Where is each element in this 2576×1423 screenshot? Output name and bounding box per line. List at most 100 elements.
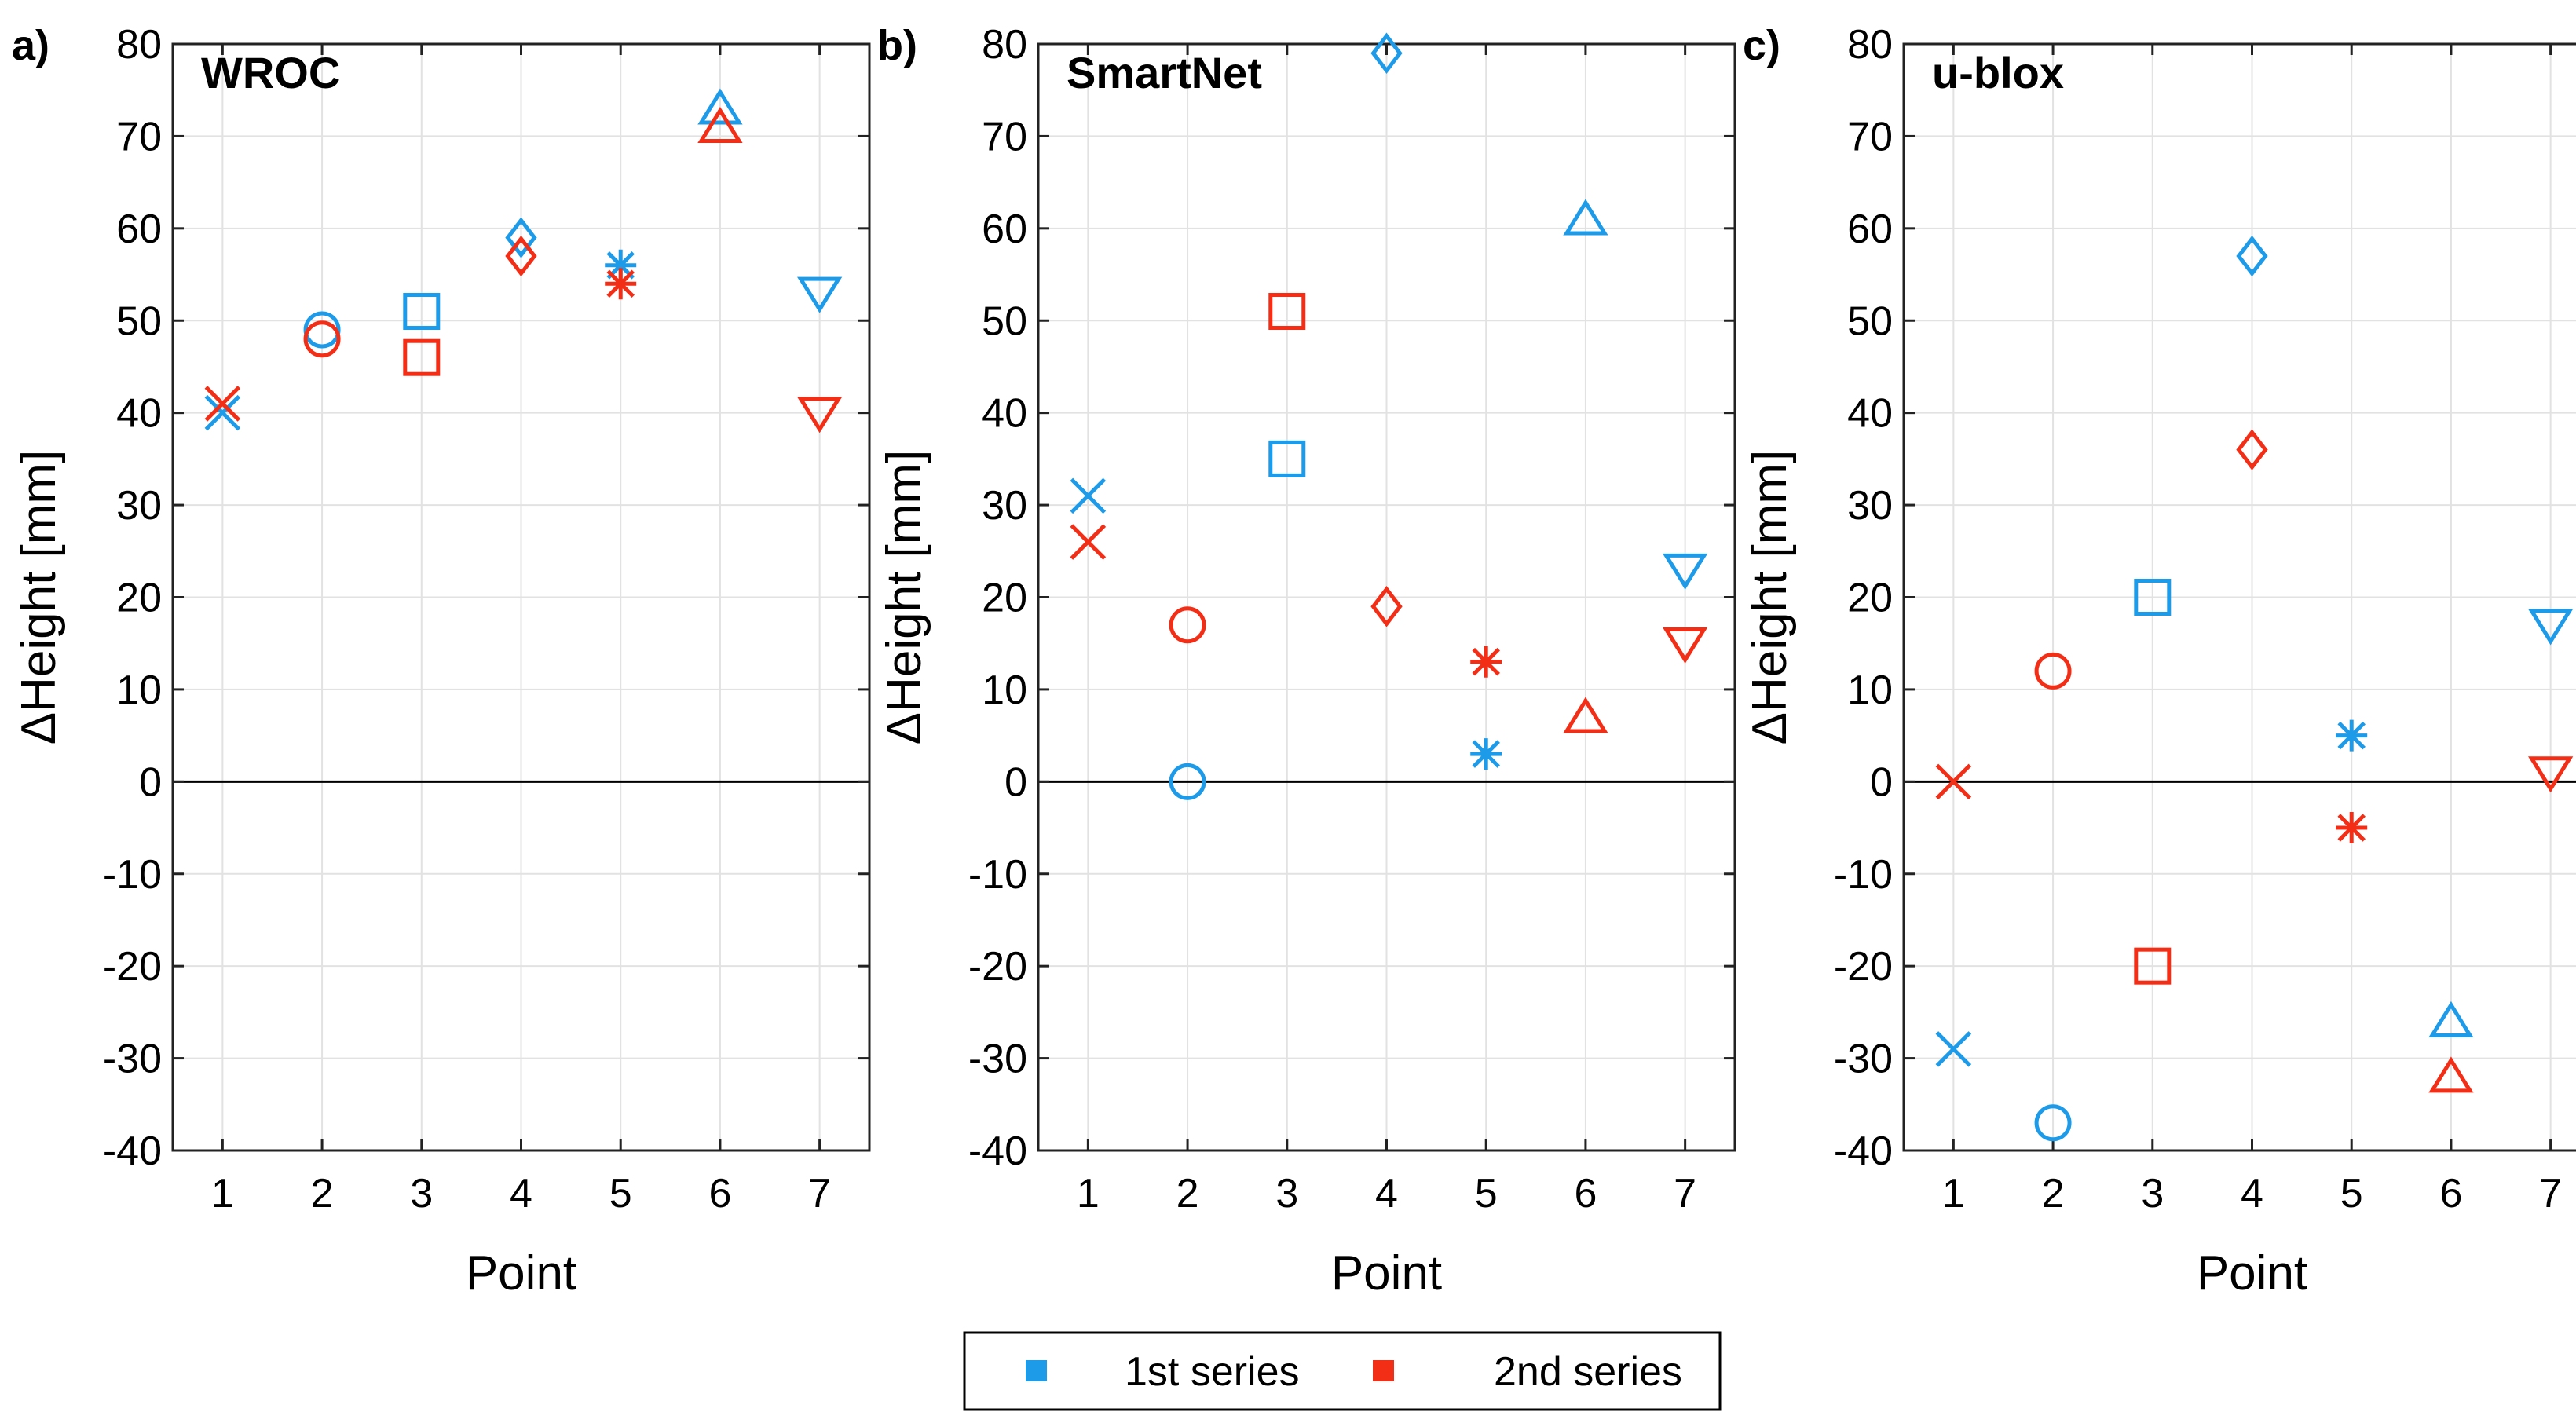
x-tick-label: 6 (2439, 1171, 2462, 1216)
y-tick-label: -40 (968, 1129, 1027, 1174)
x-tick-label: 2 (311, 1171, 334, 1216)
data-point-1st-series-point-2 (303, 311, 341, 349)
y-tick-label: 30 (1847, 483, 1893, 529)
x-tick-label: 6 (708, 1171, 731, 1216)
data-point-2nd-series-point-2 (2034, 652, 2072, 690)
data-point-2nd-series-point-5 (2336, 812, 2368, 844)
data-point-2nd-series-point-7 (2527, 756, 2574, 793)
y-tick-label: 60 (1847, 207, 1893, 252)
legend-swatch-1st-series (1026, 1360, 1047, 1381)
y-axis-label: ΔHeight [mm] (12, 450, 66, 745)
y-tick-label: -30 (968, 1037, 1027, 1082)
y-tick-label: -30 (103, 1037, 162, 1082)
y-tick-label: 20 (982, 576, 1027, 621)
chart-panel-2: 1 2 3 4 5 6 7 -40 -30 -20 -10 0 10 20 30 40 50 60 70 80 Poin… (877, 22, 1736, 1300)
panel-label: b) (877, 22, 917, 69)
y-tick-label: 0 (139, 759, 162, 805)
data-point-2nd-series-point-3 (2134, 947, 2172, 985)
data-point-1st-series-point-3 (403, 293, 441, 331)
y-tick-label: 50 (982, 298, 1027, 344)
y-tick-label: 40 (982, 391, 1027, 437)
y-tick-label: 40 (1847, 391, 1893, 437)
y-tick-label: 20 (1847, 576, 1893, 621)
y-tick-label: 80 (116, 22, 162, 68)
data-point-2nd-series-point-2 (1169, 606, 1206, 644)
data-point-2nd-series-point-5 (1470, 646, 1502, 678)
data-points (1070, 32, 1708, 800)
x-tick-label: 6 (1574, 1171, 1597, 1216)
y-tick-label: 50 (116, 298, 162, 344)
y-tick-label: 10 (116, 668, 162, 713)
y-tick-label: 70 (1847, 114, 1893, 159)
panel-title: SmartNet (1067, 48, 1262, 97)
data-points (204, 88, 843, 433)
data-point-1st-series-point-4 (505, 217, 537, 258)
data-point-2nd-series-point-3 (403, 338, 441, 376)
data-point-2nd-series-point-4 (2236, 429, 2268, 470)
data-point-2nd-series-point-6 (1563, 697, 1608, 733)
legend-label-1st-series: 1st series (1125, 1349, 1300, 1395)
y-tick-label: -10 (103, 852, 162, 898)
y-tick-label: 50 (1847, 298, 1893, 344)
data-point-1st-series-point-6 (1563, 199, 1608, 236)
y-tick-label: 70 (116, 114, 162, 159)
data-point-2nd-series-point-3 (1268, 293, 1306, 331)
y-tick-label: 40 (116, 391, 162, 437)
y-tick-label: 0 (1004, 759, 1027, 805)
data-point-1st-series-point-5 (1470, 738, 1502, 770)
data-point-1st-series-point-7 (796, 276, 843, 313)
data-point-2nd-series-point-1 (1935, 763, 1972, 800)
y-tick-label: -20 (1834, 944, 1893, 990)
data-point-1st-series-point-3 (2134, 579, 2172, 616)
data-point-2nd-series-point-1 (204, 386, 241, 422)
y-tick-label: 0 (1870, 759, 1893, 805)
x-tick-label: 7 (1674, 1171, 1696, 1216)
y-tick-label: 80 (1847, 22, 1893, 68)
x-tick-label: 5 (609, 1171, 632, 1216)
panel-title: u-blox (1932, 48, 2064, 97)
x-tick-label: 1 (1942, 1171, 1965, 1216)
y-tick-label: -10 (1834, 852, 1893, 898)
x-axis-label: Point (1331, 1246, 1442, 1300)
x-tick-label: 7 (2539, 1171, 2562, 1216)
x-tick-label: 2 (1176, 1171, 1199, 1216)
legend: 1st series 2nd series (963, 1331, 1722, 1411)
y-tick-label: 70 (982, 114, 1027, 159)
y-tick-label: 10 (1847, 668, 1893, 713)
y-tick-label: -20 (968, 944, 1027, 990)
legend-swatch-2nd-series (1373, 1360, 1394, 1381)
x-tick-label: 4 (2241, 1171, 2263, 1216)
x-tick-label: 5 (2340, 1171, 2363, 1216)
data-point-2nd-series-point-4 (1370, 586, 1403, 627)
data-point-2nd-series-point-6 (697, 106, 743, 144)
y-tick-label: -40 (103, 1129, 162, 1174)
x-axis-label: Point (2197, 1246, 2307, 1300)
data-point-1st-series-point-2 (2034, 1104, 2072, 1142)
data-point-2nd-series-point-1 (1070, 524, 1107, 560)
y-tick-label: 60 (116, 207, 162, 252)
x-tick-label: 3 (1275, 1171, 1298, 1216)
y-tick-label: 30 (116, 483, 162, 529)
data-point-1st-series-point-1 (1935, 1031, 1972, 1067)
y-tick-label: -40 (1834, 1129, 1893, 1174)
data-point-2nd-series-point-2 (303, 320, 341, 358)
x-tick-label: 3 (410, 1171, 433, 1216)
y-tick-label: 30 (982, 483, 1027, 529)
x-tick-label: 4 (1375, 1171, 1398, 1216)
x-tick-label: 1 (1077, 1171, 1100, 1216)
data-point-2nd-series-point-5 (605, 268, 637, 300)
legend-box (963, 1331, 1722, 1411)
data-point-1st-series-point-6 (2428, 1000, 2474, 1037)
y-tick-label: 10 (982, 668, 1027, 713)
chart-panel-3: 1 2 3 4 5 6 7 -40 -30 -20 -10 0 10 20 30 40 50 60 70 80 Poin… (1743, 22, 2576, 1300)
panel-title: WROC (201, 48, 340, 97)
x-tick-label: 2 (2042, 1171, 2065, 1216)
data-point-2nd-series-point-4 (505, 235, 537, 277)
data-point-1st-series-point-5 (2336, 719, 2368, 752)
y-tick-label: -30 (1834, 1037, 1893, 1082)
y-tick-label: 80 (982, 22, 1027, 68)
x-tick-label: 3 (2141, 1171, 2164, 1216)
data-point-1st-series-point-1 (204, 394, 241, 431)
data-point-1st-series-point-6 (697, 88, 743, 125)
